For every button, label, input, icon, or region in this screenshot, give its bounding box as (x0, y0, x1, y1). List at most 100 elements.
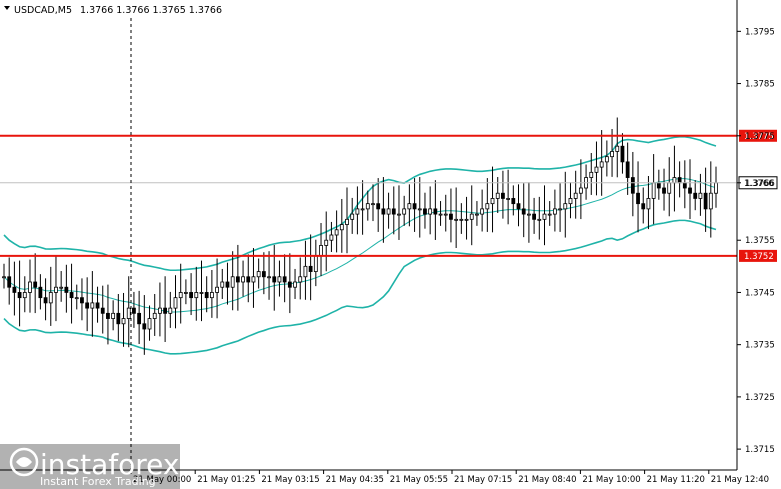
ohlc-readout: 1.3766 1.3766 1.3765 1.3766 (80, 5, 222, 16)
candle-body (168, 307, 173, 314)
candle-body (568, 198, 573, 205)
candle-body (189, 292, 193, 299)
time-tick-label: 21 May 05:55 (390, 475, 448, 485)
time-tick-label: 21 May 03:15 (261, 475, 319, 485)
candle-body (594, 166, 599, 173)
candle-body (48, 292, 53, 304)
candle-body (298, 276, 303, 283)
candle-body (225, 281, 230, 288)
candle-body (620, 145, 625, 163)
candle-body (293, 281, 297, 288)
candle-body (209, 292, 214, 299)
candle-body (158, 307, 162, 314)
level-price-tag (739, 129, 777, 142)
candle-body (630, 177, 635, 194)
candle-body (272, 276, 277, 283)
candle-body (703, 192, 708, 210)
candle-body (313, 255, 318, 272)
time-tick-label: 21 May 01:25 (197, 475, 255, 485)
candle-body (59, 286, 64, 289)
candle-body (625, 161, 630, 178)
candle-body (90, 302, 95, 309)
candle-body (412, 203, 417, 210)
candle-body (501, 192, 505, 199)
time-axis: 21 May 00:00 21 May 01:25 21 May 03:15 21 M… (130, 470, 769, 485)
candle-body (672, 177, 677, 184)
candle-body (371, 203, 375, 206)
candle-body (360, 208, 365, 211)
candle-body (303, 265, 308, 278)
time-tick-label: 21 May 11:20 (647, 475, 705, 485)
level-price-tag (739, 249, 777, 262)
candle-body (215, 286, 219, 293)
candle-body (438, 213, 443, 216)
candle-body (137, 312, 142, 325)
candle-body (329, 234, 334, 241)
candle-body (443, 213, 448, 216)
candle-body (246, 276, 251, 283)
price-tick-label: 1.3766 (745, 179, 775, 189)
candle-body (688, 187, 692, 194)
candle-body (381, 208, 386, 215)
candle-body (604, 156, 609, 163)
symbol-label: USDCAD,M5 (14, 5, 72, 16)
candle-body (173, 297, 178, 309)
candle-body (106, 312, 110, 319)
candle-body (475, 213, 479, 216)
candle-body (677, 177, 682, 184)
price-tick-label: 1.3795 (745, 27, 775, 37)
candle-body (345, 218, 349, 225)
candle-body (433, 208, 438, 215)
candle-body (355, 208, 360, 215)
candle-body (261, 271, 266, 278)
svg-text:Instant Forex Trading: Instant Forex Trading (40, 475, 156, 488)
candle-body (74, 297, 79, 300)
candle-body (490, 198, 495, 205)
bollinger-middle-band (3, 178, 717, 313)
candle-body (615, 145, 620, 152)
candle-body (558, 208, 562, 211)
candle-body (69, 292, 74, 299)
price-tick-label: 1.3745 (745, 288, 775, 298)
time-tick-label: 21 May 10:00 (582, 475, 640, 485)
candle-body (324, 239, 329, 246)
candle-body (267, 276, 271, 279)
candle-body (126, 307, 131, 319)
candle-body (454, 218, 459, 221)
candle-body (230, 276, 235, 288)
candle-body (178, 292, 183, 299)
candle-body (12, 286, 17, 293)
instaforex-logo-icon (9, 447, 39, 477)
candle-body (651, 182, 656, 199)
candle-body (506, 198, 511, 200)
candle-body (537, 218, 542, 221)
horizontal-levels: 1.3775 1.3752 1.3766 (0, 129, 778, 262)
candle-body (64, 286, 69, 293)
candle-body (693, 192, 698, 199)
candle-body (22, 292, 27, 299)
candle-body (28, 281, 32, 293)
candle-body (85, 302, 90, 309)
candle-body (2, 276, 6, 279)
candle-body (656, 182, 661, 189)
candle-body (43, 297, 48, 304)
candle-body (183, 292, 188, 294)
candle-body (235, 276, 240, 283)
candle-body (495, 192, 500, 199)
candle-body (282, 276, 287, 283)
candle-body (38, 286, 43, 299)
candle-body (646, 198, 651, 210)
candle-body (163, 307, 168, 314)
triangle-down-icon (4, 6, 10, 10)
candle-body (334, 229, 339, 236)
candle-body (397, 213, 401, 216)
candle-body (521, 208, 526, 215)
candle-body (542, 213, 547, 220)
candle-body (220, 281, 225, 288)
candle-body (386, 208, 391, 215)
time-tick-label: 21 May 12:40 (711, 475, 769, 485)
candle-body (339, 224, 344, 231)
chart-header: USDCAD,M5 1.3766 1.3766 1.3765 1.3766 (4, 5, 222, 16)
candle-body (121, 318, 126, 325)
